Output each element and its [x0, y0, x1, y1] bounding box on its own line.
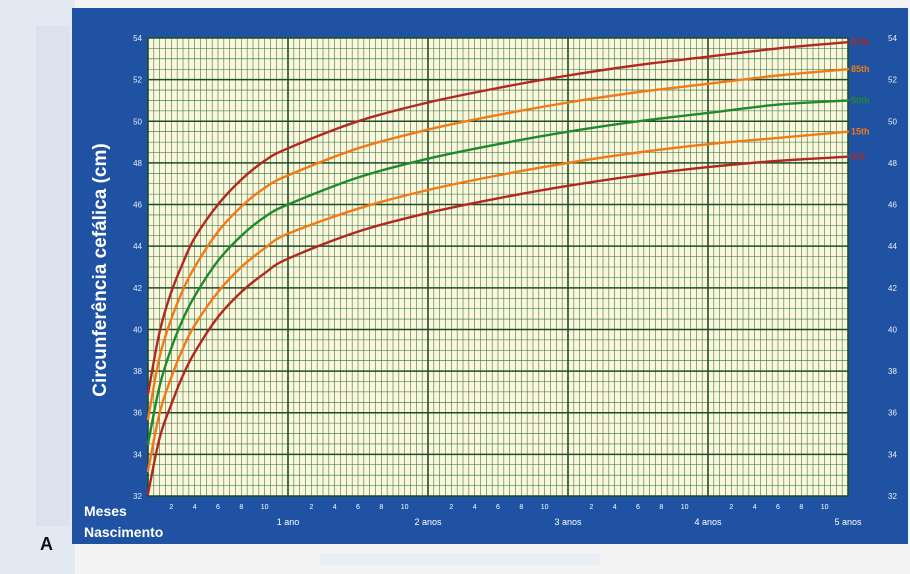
series-label-3rd: 3rd	[851, 152, 865, 162]
x-tick-month: 8	[239, 504, 243, 511]
x-tick-month: 8	[659, 504, 663, 511]
series-line-3rd	[146, 155, 850, 496]
y-tick-label-left: 52	[133, 76, 142, 85]
y-tick-label-left: 42	[133, 284, 142, 293]
y-tick-label-left: 50	[133, 117, 142, 126]
x-axis-label-months: Meses	[84, 503, 127, 519]
y-tick-label-left: 32	[133, 492, 142, 501]
y-axis-title: Circunferência cefálica (cm)	[90, 143, 111, 396]
x-tick-month: 10	[681, 504, 689, 511]
series-line-85th	[146, 68, 850, 421]
y-tick-label-left: 40	[133, 325, 142, 334]
x-tick-year: 5 anos	[834, 517, 862, 527]
x-tick-year: 3 anos	[554, 517, 582, 527]
y-axis-left-ticks: 32 34 36 38 40 42 44 46 48 50 52 54	[133, 34, 142, 501]
y-tick-label-right: 50	[888, 117, 897, 126]
y-tick-label-right: 52	[888, 76, 897, 85]
x-tick-year: 2 anos	[414, 517, 442, 527]
y-tick-label-right: 48	[888, 159, 897, 168]
y-tick-label-left: 38	[133, 367, 142, 376]
x-tick-month: 2	[169, 504, 173, 511]
y-tick-label-right: 34	[888, 450, 897, 459]
y-tick-label-right: 38	[888, 367, 897, 376]
x-tick-year: 1 ano	[277, 517, 300, 527]
faded-background-panel	[36, 26, 70, 526]
x-tick-month: 4	[333, 504, 337, 511]
y-tick-label-right: 54	[888, 34, 897, 43]
x-tick-month: 8	[799, 504, 803, 511]
y-tick-label-left: 54	[133, 34, 142, 43]
series-label-50th: 50th	[851, 95, 870, 105]
figure-label: A	[40, 534, 53, 554]
x-tick-month: 10	[541, 504, 549, 511]
y-tick-label-right: 46	[888, 201, 897, 210]
x-tick-month: 4	[613, 504, 617, 511]
series-line-97th	[146, 41, 850, 396]
x-tick-month: 4	[473, 504, 477, 511]
y-tick-label-right: 36	[888, 409, 897, 418]
y-tick-label-left: 36	[133, 409, 142, 418]
y-tick-label-left: 48	[133, 159, 142, 168]
x-tick-month: 6	[356, 504, 360, 511]
x-axis-year-labels: 1 ano 2 anos 3 anos 4 anos 5 anos	[277, 517, 862, 527]
y-tick-label-left: 44	[133, 242, 142, 251]
y-tick-label-left: 34	[133, 450, 142, 459]
x-tick-month: 6	[496, 504, 500, 511]
y-tick-label-right: 32	[888, 492, 897, 501]
series-line-50th	[146, 99, 850, 446]
x-tick-month: 6	[776, 504, 780, 511]
series-label-85th: 85th	[851, 64, 870, 74]
x-tick-month: 8	[379, 504, 383, 511]
left-margin-strip	[0, 0, 75, 574]
x-axis-month-ticks: 2 4 6 8 10 2 4 6 8 10 2 4 6 8 10 2 4 6 8 10 2 4 6 8 10	[169, 504, 828, 511]
x-tick-year: 4 anos	[694, 517, 722, 527]
x-tick-month: 2	[449, 504, 453, 511]
x-tick-month: 2	[589, 504, 593, 511]
x-tick-month: 6	[636, 504, 640, 511]
series-line-15th	[146, 130, 850, 473]
x-tick-month: 2	[309, 504, 313, 511]
minor-grid	[148, 38, 848, 496]
x-axis-label-birth: Nascimento	[84, 524, 163, 540]
major-grid	[147, 37, 849, 497]
y-tick-label-right: 44	[888, 242, 897, 251]
y-tick-label-left: 46	[133, 201, 142, 210]
x-tick-month: 10	[261, 504, 269, 511]
y-tick-label-right: 40	[888, 325, 897, 334]
percentile-labels: 97th 85th 50th 15th 3rd	[851, 37, 870, 162]
y-tick-label-right: 42	[888, 284, 897, 293]
x-tick-month: 8	[519, 504, 523, 511]
x-tick-month: 6	[216, 504, 220, 511]
x-tick-month: 2	[729, 504, 733, 511]
x-tick-month: 10	[821, 504, 829, 511]
faded-footer-text	[320, 553, 600, 565]
series-label-97th: 97th	[851, 37, 870, 47]
series-label-15th: 15th	[851, 127, 870, 137]
percentile-curves	[146, 41, 850, 496]
y-axis-right-ticks: 32 34 36 38 40 42 44 46 48 50 52 54	[888, 34, 897, 501]
x-tick-month: 4	[193, 504, 197, 511]
x-tick-month: 10	[401, 504, 409, 511]
x-tick-month: 4	[753, 504, 757, 511]
